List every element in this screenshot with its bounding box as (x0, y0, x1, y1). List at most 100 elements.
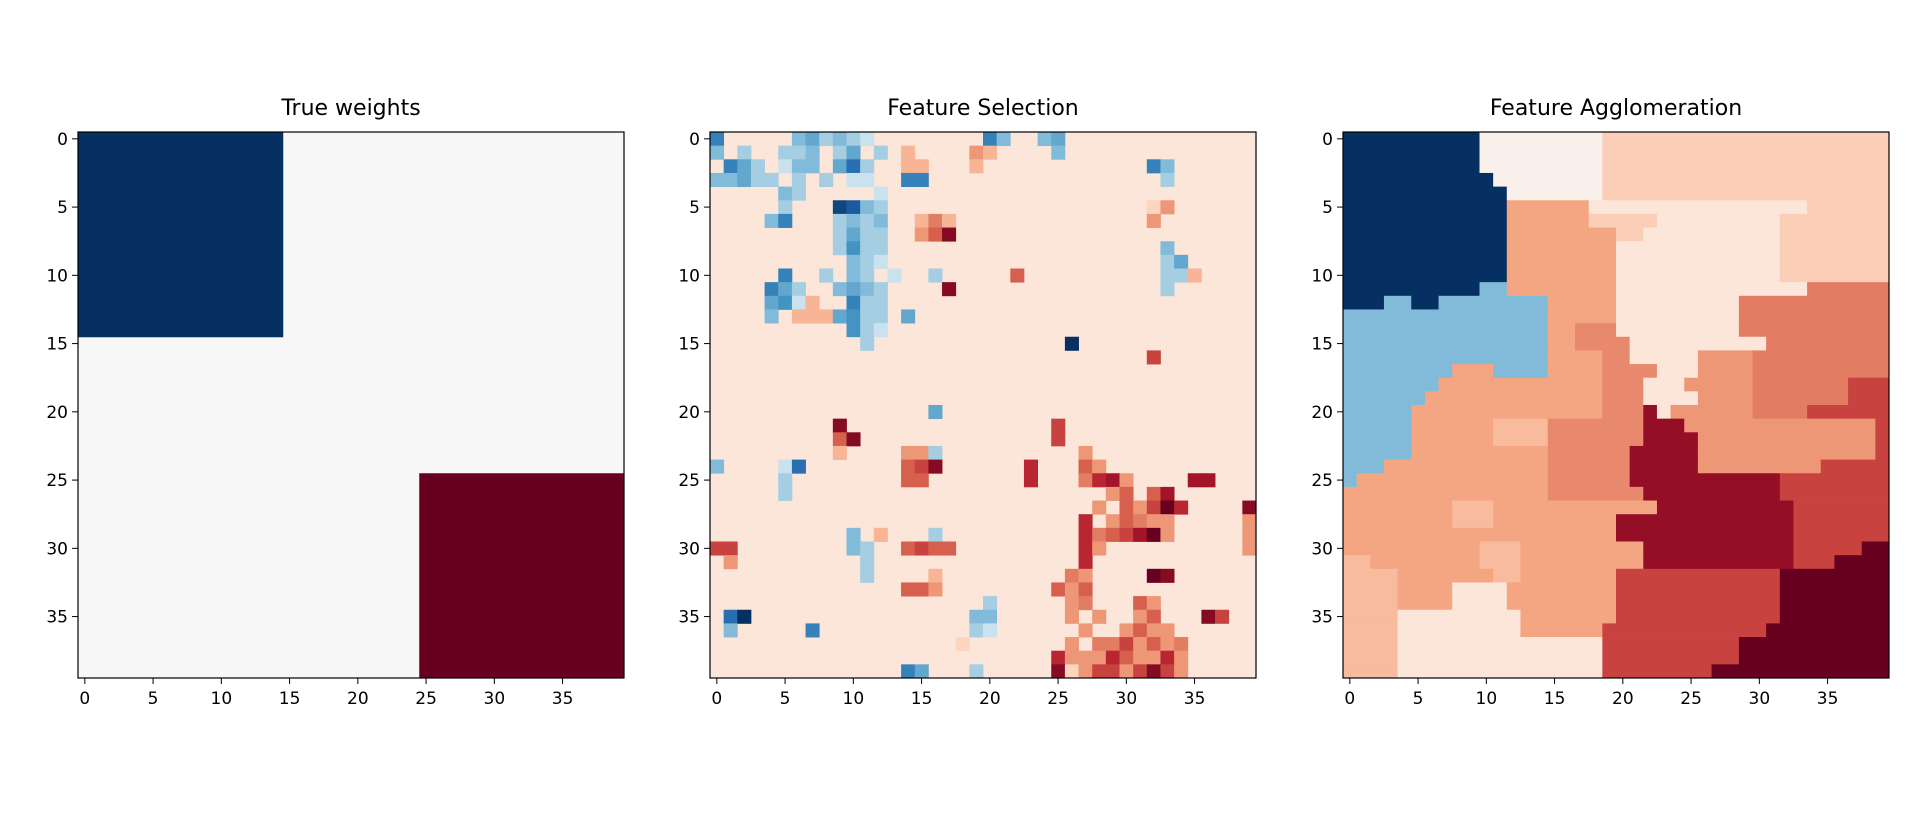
x-tick-label: 20 (347, 689, 369, 709)
heatmap-cell (1146, 664, 1161, 679)
heatmap-cell (1343, 323, 1549, 338)
heatmap-cell (1215, 609, 1230, 624)
heatmap-cell (819, 172, 834, 187)
heatmap-cell (1547, 364, 1603, 379)
heatmap-cell (1146, 350, 1161, 365)
heatmap-cell (1146, 568, 1161, 583)
heatmap-cell (1643, 486, 1781, 501)
heatmap-cell (1520, 609, 1617, 624)
heatmap-cell (1616, 568, 1781, 583)
heatmap-cell (832, 132, 847, 147)
heatmap-cell (1397, 609, 1521, 624)
heatmap-cell (1343, 227, 1508, 242)
heatmap-cell (1616, 241, 1781, 256)
heatmap-cell (710, 459, 725, 474)
heatmap-cell (1051, 418, 1066, 433)
heatmap-cell (1779, 254, 1890, 269)
heatmap-cell (1452, 364, 1494, 379)
heatmap-cell (1602, 391, 1644, 406)
heatmap-cell (1616, 254, 1781, 269)
heatmap-cell (901, 172, 916, 187)
y-tick-label: 15 (1311, 335, 1333, 355)
heatmap-cell (860, 241, 875, 256)
heatmap-cell (832, 432, 847, 447)
heatmap-cell (1023, 473, 1038, 488)
heatmap-cell (846, 172, 861, 187)
heatmap-cell (1643, 391, 1699, 406)
heatmap-cell (1092, 541, 1107, 556)
heatmap-cell (1146, 486, 1161, 501)
heatmap-cell (1105, 664, 1120, 679)
heatmap-cell (1078, 445, 1093, 460)
heatmap-cell (1656, 500, 1794, 515)
heatmap-cell (1602, 172, 1890, 187)
heatmap-cell (901, 309, 916, 324)
heatmap-cell (1793, 500, 1890, 515)
heatmap-cell (1160, 172, 1175, 187)
heatmap-cell (778, 186, 793, 201)
heatmap-cell (1343, 623, 1398, 638)
heatmap-cell (983, 132, 998, 147)
heatmap-cell (1119, 664, 1134, 679)
axes-frame (1342, 131, 1890, 679)
x-tick-label: 30 (484, 689, 506, 709)
heatmap-cell (846, 213, 861, 228)
heatmap-cell (1438, 295, 1549, 310)
heatmap-cell (1119, 486, 1134, 501)
y-tick-label: 15 (46, 335, 68, 355)
heatmap-background (710, 132, 1256, 678)
heatmap-cell (1092, 664, 1107, 679)
y-tick-label: 35 (46, 608, 68, 628)
heatmap-cell (791, 459, 806, 474)
heatmap-cell (846, 295, 861, 310)
heatmap-cell (873, 282, 888, 297)
heatmap-cell (901, 459, 916, 474)
heatmap-cell (1616, 500, 1658, 515)
heatmap-cell (1629, 336, 1740, 351)
heatmap-cell (1602, 159, 1890, 174)
heatmap-cell (1616, 323, 1740, 338)
heatmap-cell (1738, 186, 1890, 201)
heatmap-cell (1064, 664, 1079, 679)
heatmap-cell (1160, 664, 1175, 679)
y-tick-label: 15 (678, 335, 700, 355)
heatmap-cell (928, 459, 943, 474)
heatmap-cell (901, 664, 916, 679)
panel-feature-agglomeration: 0 5 10 15 20 25 30 35 0 5 10 15 20 25 30 35 (1311, 130, 1890, 709)
heatmap-cell (1343, 309, 1549, 324)
heatmap-cell (1370, 555, 1480, 570)
heatmap-cell (1711, 664, 1890, 679)
heatmap-region (419, 473, 625, 679)
heatmap-cell (1078, 555, 1093, 570)
heatmap-cell (1078, 514, 1093, 529)
heatmap-cell (914, 227, 929, 242)
heatmap-cell (1752, 405, 1781, 420)
heatmap-cell (778, 473, 793, 488)
heatmap-cell (805, 159, 820, 174)
heatmap-cell (805, 132, 820, 147)
heatmap-cell (1697, 350, 1753, 365)
heatmap-cell (846, 159, 861, 174)
heatmap-cell (1146, 596, 1161, 611)
heatmap-cell (860, 295, 875, 310)
heatmap-cell (1807, 200, 1890, 215)
heatmap-cell (1779, 268, 1890, 283)
heatmap-cell (860, 268, 875, 283)
heatmap-cell (873, 227, 888, 242)
heatmap-cell (1064, 650, 1079, 665)
heatmap-cell (1078, 596, 1093, 611)
heatmap-cell (914, 445, 929, 460)
heatmap-cell (1343, 254, 1508, 269)
heatmap-cell (737, 145, 752, 160)
heatmap-cell (778, 268, 793, 283)
heatmap-cell (1520, 555, 1644, 570)
heatmap-cell (1875, 432, 1890, 447)
heatmap-cell (778, 486, 793, 501)
heatmap-cell (1506, 596, 1617, 611)
heatmap-cell (1119, 514, 1134, 529)
heatmap-cell (1160, 159, 1175, 174)
heatmap-cell (914, 459, 929, 474)
heatmap-cell (928, 268, 943, 283)
heatmap-cell (1779, 473, 1890, 488)
heatmap-cell (1133, 609, 1148, 624)
